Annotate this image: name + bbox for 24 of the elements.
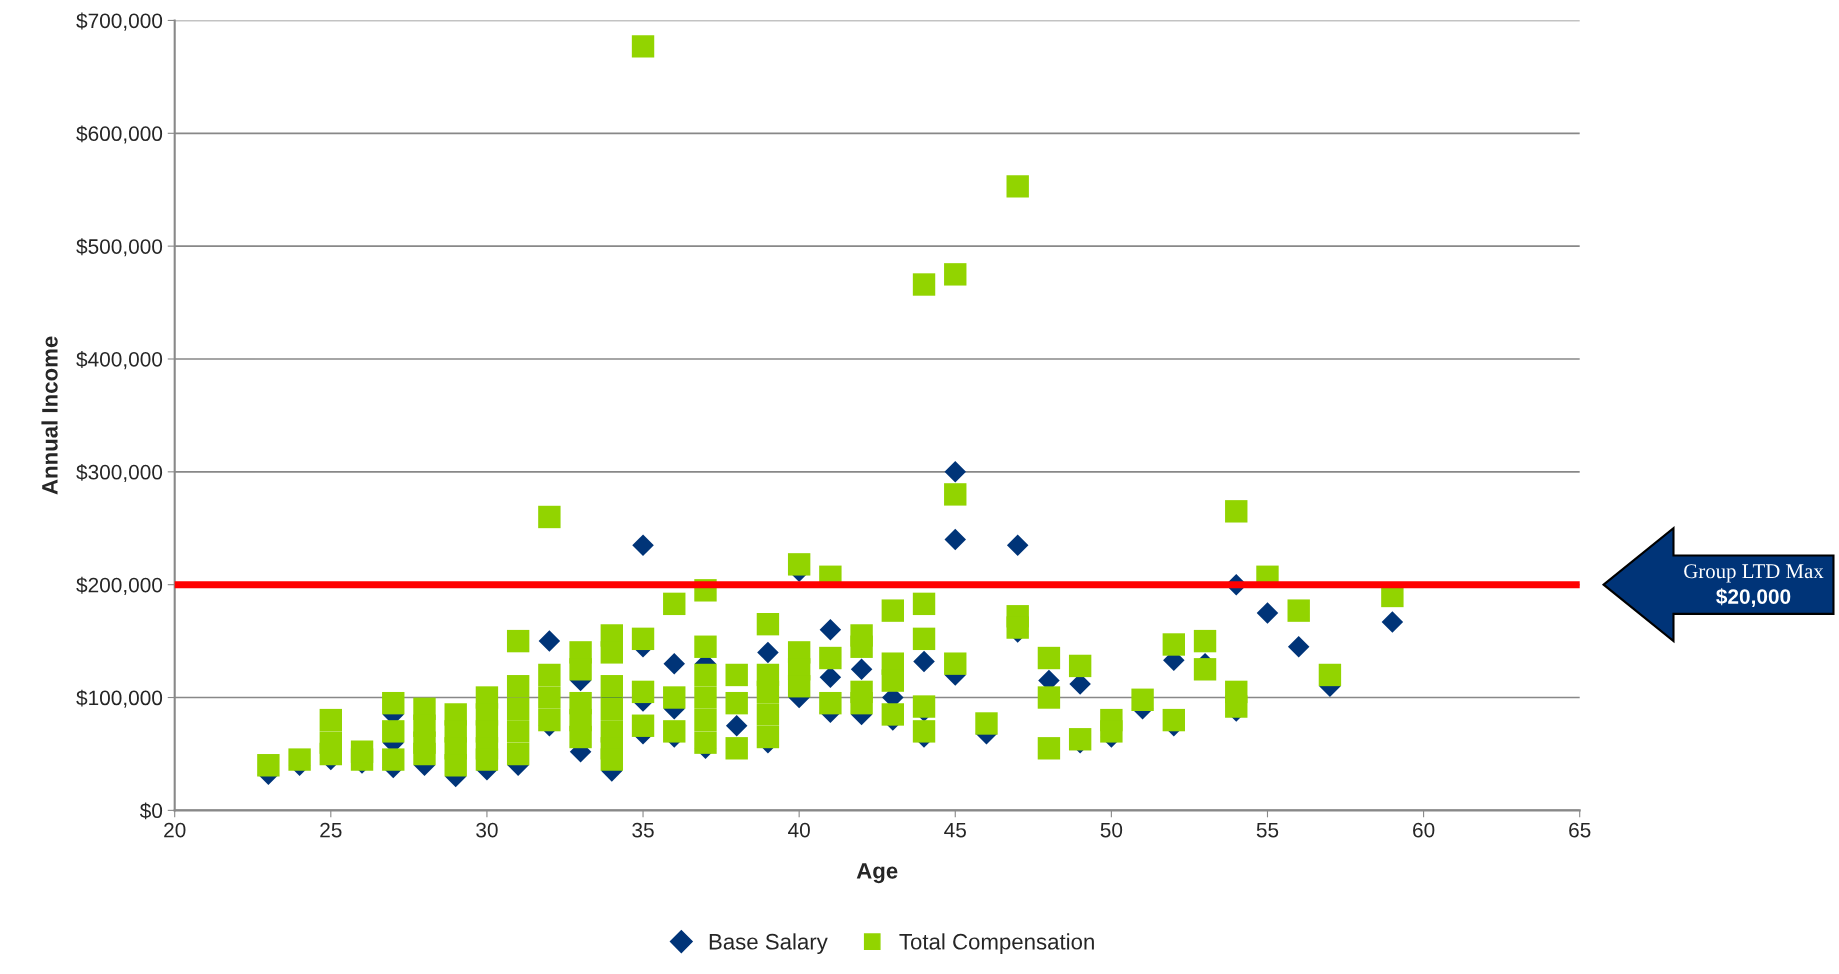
x-tick-label: 20 (164, 822, 186, 838)
x-tick-label: 35 (632, 822, 654, 838)
y-tick-label: $400,000 (76, 351, 163, 370)
y-tick-label: $200,000 (76, 576, 163, 595)
x-tick-label: 65 (1569, 822, 1591, 838)
x-tick-label: 55 (1256, 822, 1279, 838)
x-axis-title: Age (856, 863, 898, 884)
legend-label: Total Compensation (899, 933, 1094, 954)
y-tick-label: $600,000 (76, 125, 163, 144)
x-tick-label: 60 (1413, 822, 1435, 838)
y-tick-label: $700,000 (76, 12, 163, 31)
y-tick-label: $100,000 (76, 689, 163, 708)
x-tick-label: 40 (788, 822, 810, 838)
legend-label: Base Salary (709, 933, 828, 954)
x-tick-label: 30 (476, 822, 498, 838)
y-tick-label: $500,000 (76, 238, 163, 257)
y-tick-label: $300,000 (76, 463, 163, 483)
x-tick-label: 45 (944, 822, 966, 838)
y-axis-title: Annual Income (41, 336, 58, 495)
x-tick-label: 50 (1100, 822, 1123, 838)
text: Group LTD Max (1684, 564, 1824, 583)
y-tick-label: $0 (139, 802, 163, 820)
text: $20,000 (1716, 588, 1791, 607)
x-tick-label: 25 (320, 822, 342, 838)
